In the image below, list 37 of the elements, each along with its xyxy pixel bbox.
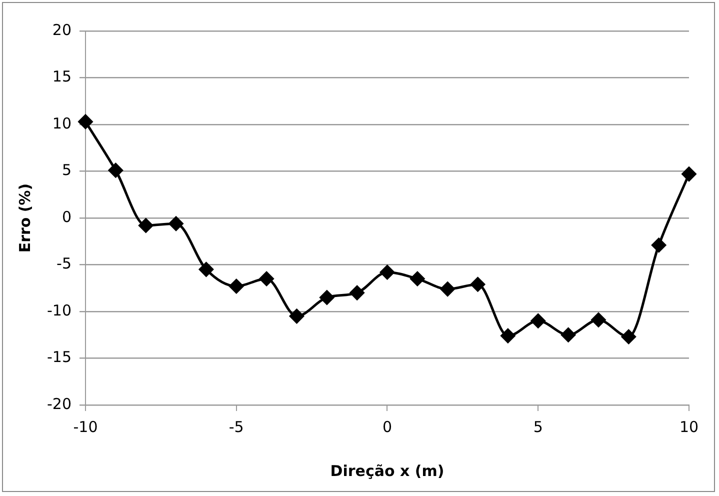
y-tick-label: -5: [56, 254, 72, 273]
point: [229, 279, 244, 294]
point: [652, 238, 666, 252]
x-tick-label: 0: [382, 418, 392, 436]
y-tick-label: 20: [52, 20, 72, 39]
y-tick-label: 0: [62, 208, 72, 226]
point: [289, 308, 304, 324]
x-tick-label: -5: [228, 418, 244, 436]
point: [350, 286, 364, 300]
point: [621, 329, 636, 344]
y-tick-label: 15: [52, 68, 72, 86]
point: [591, 312, 606, 328]
point: [561, 328, 576, 342]
x-axis-title: Direção x (m): [330, 462, 444, 480]
x-tick-label: 5: [533, 418, 543, 436]
point: [259, 272, 274, 286]
point: [682, 166, 696, 182]
point: [198, 262, 214, 277]
y-tick-label: 5: [62, 161, 72, 180]
point: [138, 218, 154, 233]
y-tick-label: 10: [52, 114, 72, 132]
point: [470, 277, 486, 292]
point: [168, 216, 184, 231]
point: [78, 114, 93, 129]
point: [410, 272, 425, 286]
x-tick-label: 10: [679, 418, 699, 436]
y-tick-label: -15: [47, 348, 72, 366]
point: [440, 282, 455, 296]
point: [530, 314, 546, 328]
point: [320, 290, 334, 305]
x-tick-label: -10: [73, 418, 98, 436]
y-tick-label: -20: [47, 394, 72, 413]
point: [380, 264, 394, 280]
point: [108, 163, 123, 178]
y-axis-title: Erro (%): [16, 183, 34, 253]
y-tick-label: -10: [47, 301, 72, 320]
point: [500, 328, 516, 344]
